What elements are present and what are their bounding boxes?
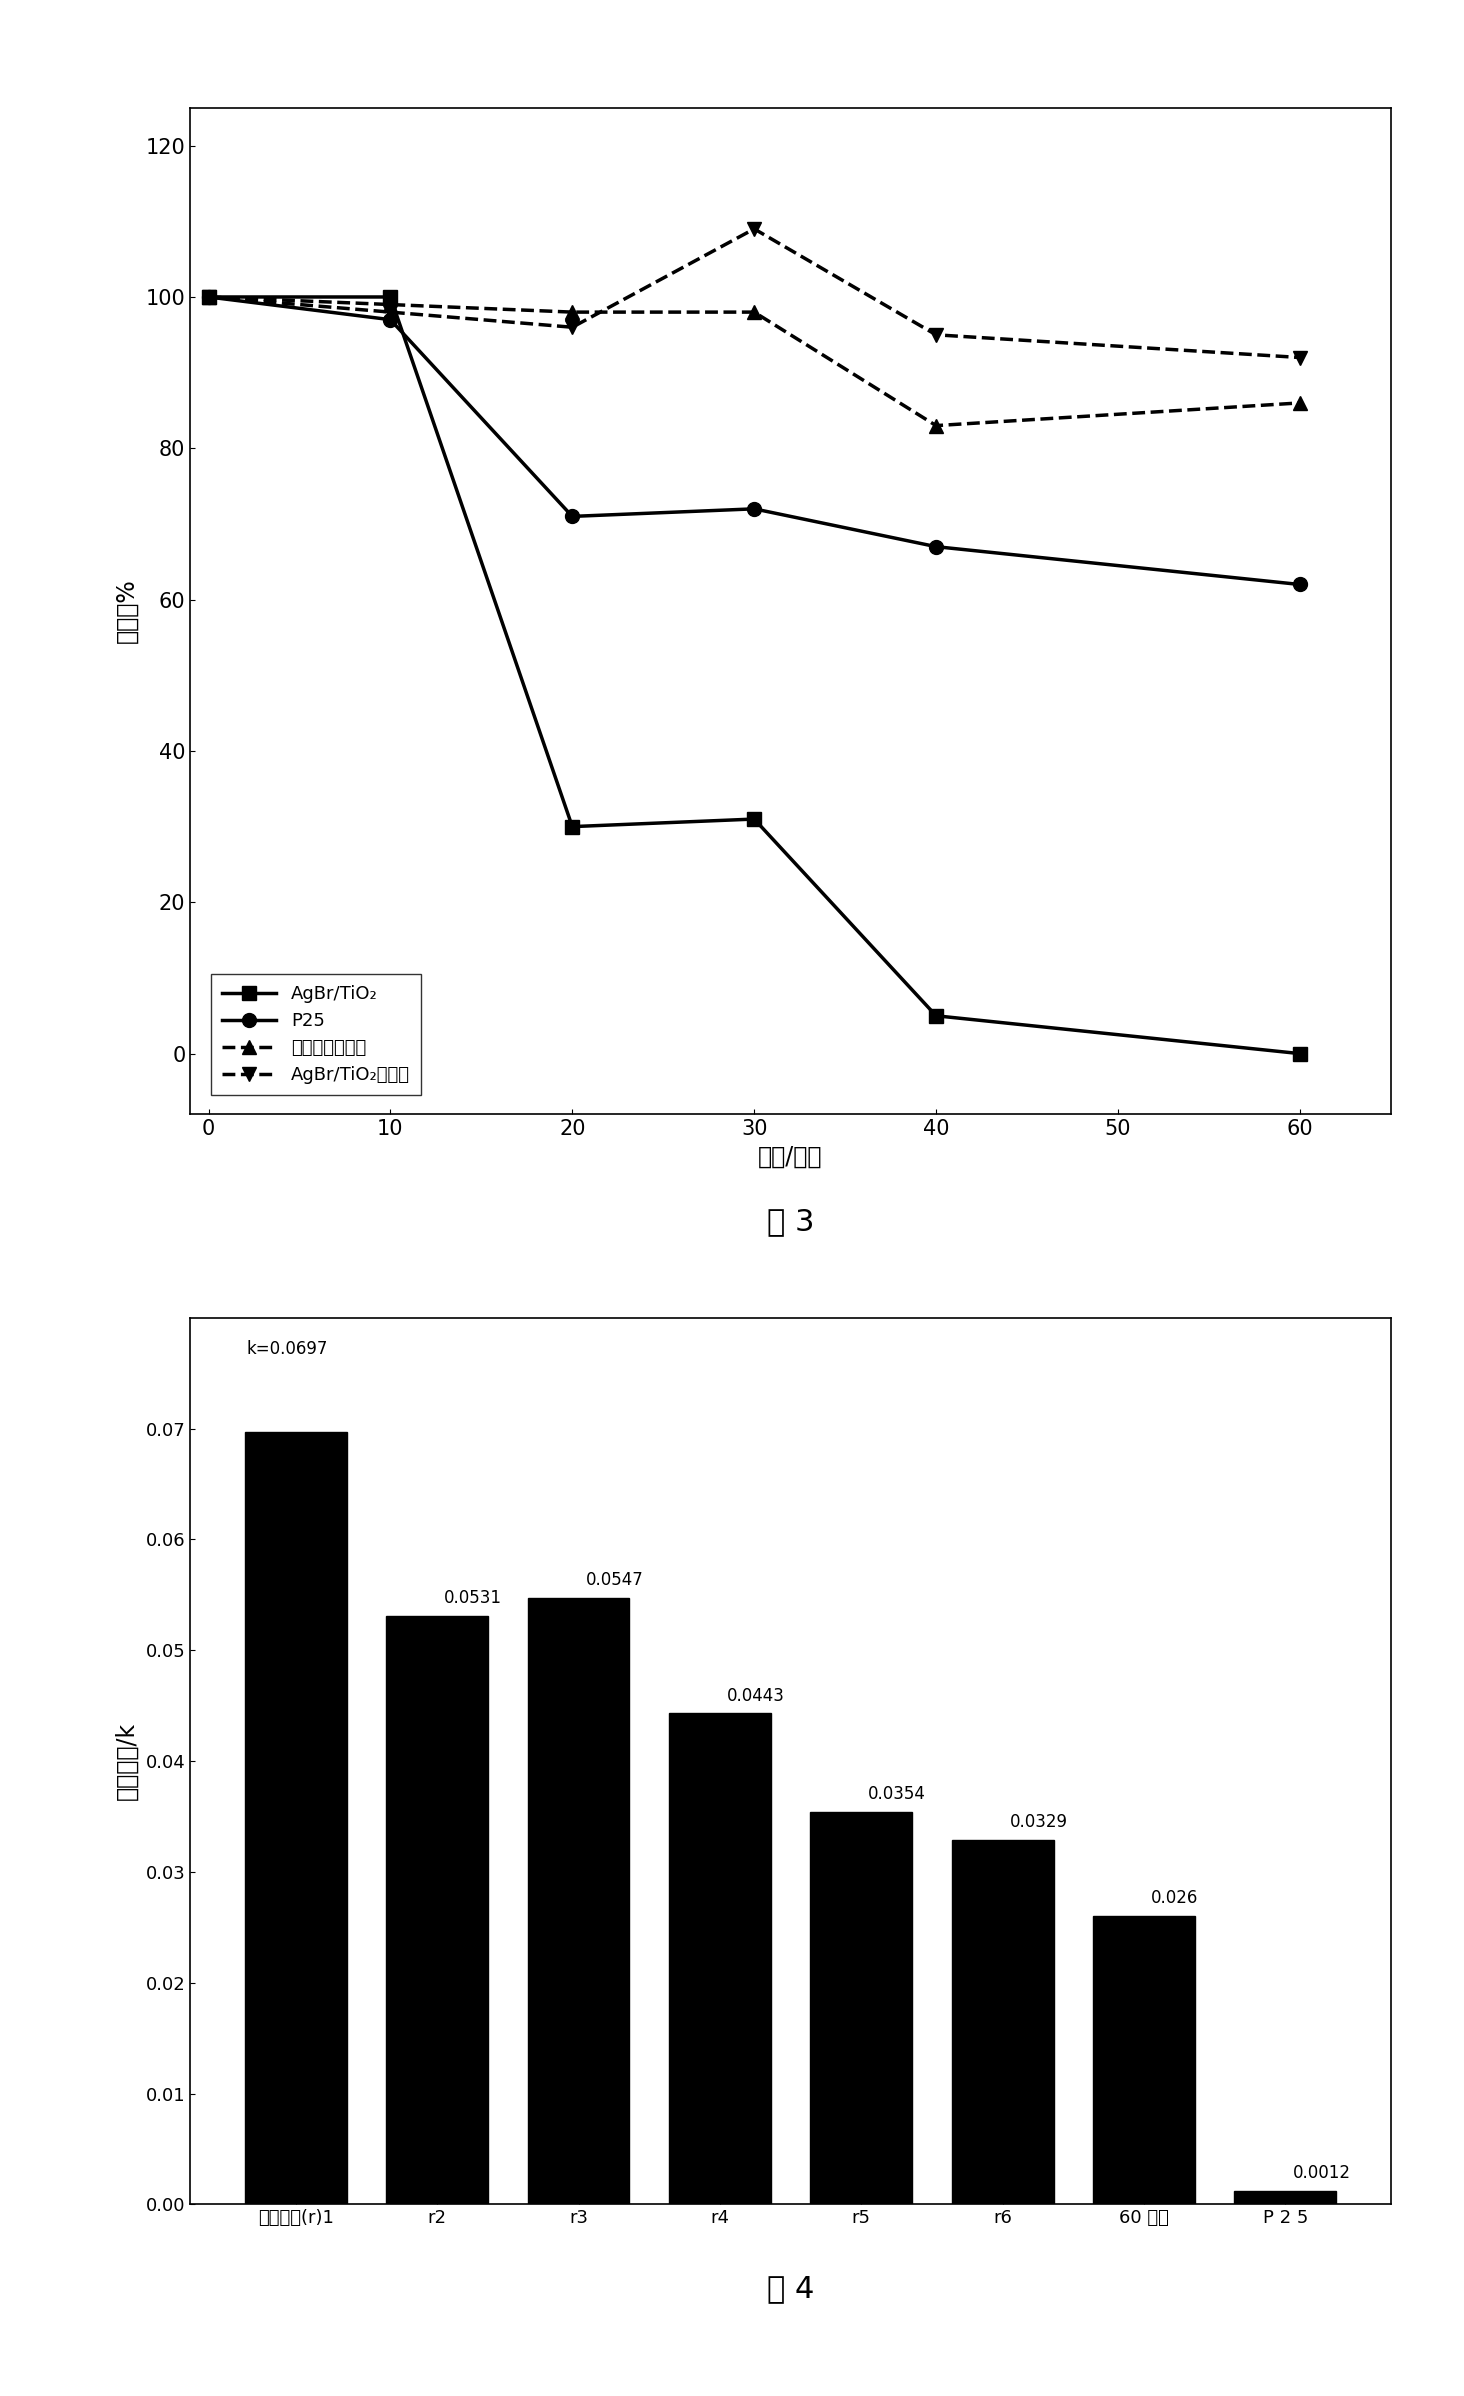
P25 [1291, 570, 1309, 599]
Bar [669, 1713, 770, 2204]
P25 [382, 304, 400, 333]
AgBr/TiO₂无光照 [199, 283, 217, 311]
Bar [244, 1433, 347, 2204]
AgBr/TiO₂无光照 [927, 321, 944, 350]
Text: 0.0329: 0.0329 [1010, 1814, 1067, 1831]
P25 [564, 503, 581, 532]
AgBr/TiO₂ [745, 805, 763, 834]
Bar [1094, 1917, 1195, 2204]
P25 [745, 494, 763, 522]
AgBr/TiO₂无光照 [1291, 343, 1309, 371]
AgBr/TiO₂ [1291, 1040, 1309, 1069]
可见光无催化剂 [1291, 388, 1309, 417]
可见光无催化剂 [745, 297, 763, 326]
Y-axis label: 存活率%: 存活率% [114, 577, 139, 645]
Bar [386, 1615, 488, 2204]
可见光无催化剂 [927, 412, 944, 441]
Text: 0.0012: 0.0012 [1293, 2164, 1350, 2183]
可见光无催化剂 [382, 290, 400, 319]
Bar [952, 1840, 1054, 2204]
Line: AgBr/TiO₂: AgBr/TiO₂ [202, 290, 1307, 1061]
AgBr/TiO₂无光照 [382, 297, 400, 326]
Text: 0.0547: 0.0547 [586, 1572, 643, 1589]
Line: P25: P25 [202, 290, 1307, 592]
AgBr/TiO₂ [927, 1002, 944, 1030]
Text: 0.0354: 0.0354 [868, 1785, 927, 1804]
Bar [811, 1811, 912, 2204]
Text: 0.026: 0.026 [1151, 1890, 1199, 1907]
AgBr/TiO₂ [199, 283, 217, 311]
Line: AgBr/TiO₂无光照: AgBr/TiO₂无光照 [202, 223, 1307, 364]
Text: k=0.0697: k=0.0697 [246, 1339, 328, 1359]
P25 [199, 283, 217, 311]
Bar [527, 1598, 630, 2204]
Line: 可见光无催化剂: 可见光无催化剂 [202, 290, 1307, 434]
X-axis label: 时间/分钟: 时间/分钟 [758, 1145, 823, 1169]
Y-axis label: 速率常数/k: 速率常数/k [114, 1723, 139, 1799]
AgBr/TiO₂ [564, 812, 581, 841]
Text: 图 3: 图 3 [767, 1208, 814, 1236]
AgBr/TiO₂无光照 [745, 216, 763, 244]
Bar [1234, 2190, 1337, 2204]
可见光无催化剂 [199, 283, 217, 311]
Text: 图 4: 图 4 [767, 2274, 814, 2303]
P25 [927, 532, 944, 561]
Legend: AgBr/TiO₂, P25, 可见光无催化剂, AgBr/TiO₂无光照: AgBr/TiO₂, P25, 可见光无催化剂, AgBr/TiO₂无光照 [211, 975, 420, 1095]
AgBr/TiO₂ [382, 283, 400, 311]
Text: 0.0443: 0.0443 [728, 1687, 785, 1704]
AgBr/TiO₂无光照 [564, 314, 581, 343]
可见光无催化剂 [564, 297, 581, 326]
Text: 0.0531: 0.0531 [444, 1589, 502, 1608]
